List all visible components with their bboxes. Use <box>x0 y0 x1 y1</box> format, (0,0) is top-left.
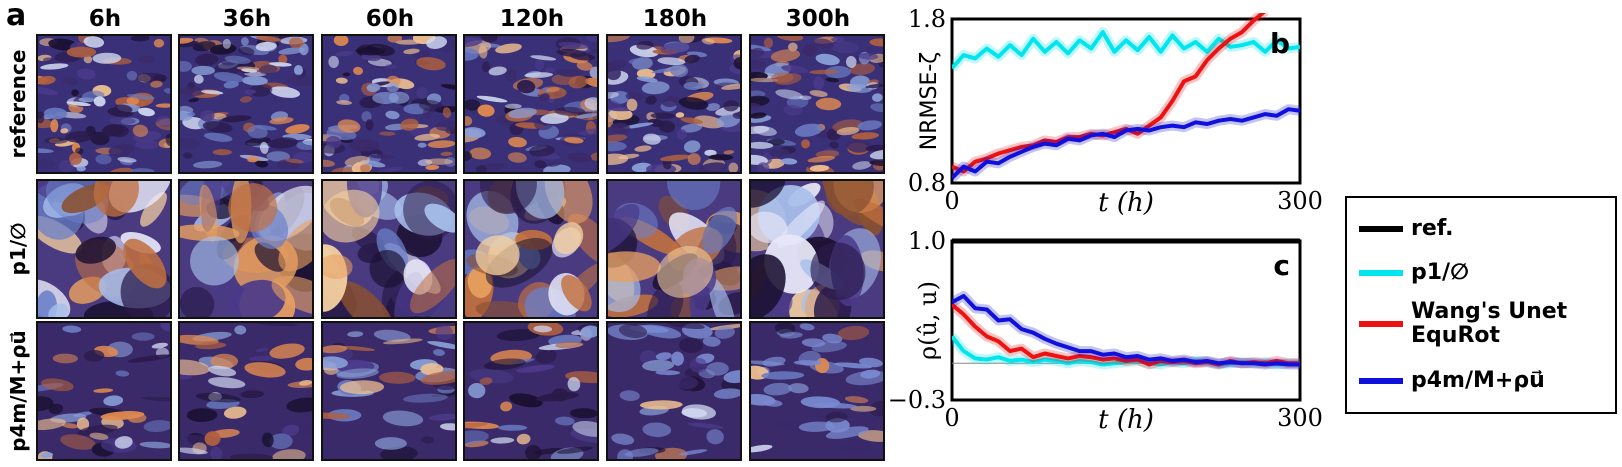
y-tick-label: −0.3 <box>888 386 946 414</box>
y-axis-label: ρ(û, u) <box>914 281 942 360</box>
column-label: 120h <box>499 6 565 32</box>
y-tick-label: 1.8 <box>908 5 946 33</box>
legend-swatch <box>1359 226 1403 232</box>
x-axis-label: t (h) <box>1098 405 1154 435</box>
legend-label: ref. <box>1411 216 1454 241</box>
legend-label: Wang's Unet EquRot <box>1411 299 1568 348</box>
chart-c-correlation: 0 300 −0.3 1.0 t (h) ρ(û, u) c <box>888 228 1323 435</box>
chart-b-nrmse: 0 300 0.8 1.8 t (h) NRMSE-ζ b <box>908 5 1323 218</box>
legend-swatch <box>1359 321 1403 327</box>
snapshot-tile <box>321 321 457 461</box>
snapshot-tile <box>178 179 314 319</box>
x-axis-label: t (h) <box>1098 188 1154 218</box>
column-label: 6h <box>88 6 122 32</box>
y-tick-label: 1.0 <box>908 228 946 255</box>
legend-label: p1/∅ <box>1411 260 1469 285</box>
legend-item-ref: ref. <box>1359 212 1454 246</box>
legend-item-p4m: p4m/M+ρu⃗ <box>1359 364 1545 398</box>
snapshot-tile <box>749 179 885 319</box>
series-line <box>952 294 1300 367</box>
column-label: 36h <box>222 6 272 32</box>
snapshot-tile <box>463 321 599 461</box>
legend-swatch <box>1359 378 1403 384</box>
column-label: 300h <box>785 6 851 32</box>
series-line <box>952 107 1300 180</box>
x-tick-label: 0 <box>944 187 959 215</box>
snapshot-tile <box>36 34 172 174</box>
snapshot-tile <box>36 179 172 319</box>
snapshot-tile <box>178 34 314 174</box>
column-label: 180h <box>642 6 708 32</box>
snapshot-tile <box>606 34 742 174</box>
panel-letter: c <box>1273 249 1290 282</box>
plot-frame <box>950 17 1302 185</box>
x-tick-label: 300 <box>1277 404 1323 432</box>
snapshot-tile <box>36 321 172 461</box>
snapshot-tile <box>463 179 599 319</box>
x-tick-label: 0 <box>944 404 959 432</box>
snapshot-tile <box>463 34 599 174</box>
row-label: reference <box>6 49 30 159</box>
x-tick-label: 300 <box>1277 187 1323 215</box>
row-label: p1/∅ <box>6 222 30 276</box>
snapshot-tile <box>321 179 457 319</box>
y-axis-label: NRMSE-ζ <box>917 52 942 151</box>
snapshot-tile <box>321 34 457 174</box>
legend-item-wang: Wang's Unet EquRot <box>1359 294 1601 354</box>
panel-letter: b <box>1270 27 1290 60</box>
series-line <box>952 30 1300 70</box>
snapshot-tile <box>606 179 742 319</box>
row-label: p4m/M+ρu⃗ <box>6 330 30 452</box>
legend: ref. p1/∅ Wang's Unet EquRot p4m/M+ρu⃗ <box>1345 196 1617 414</box>
legend-label: p4m/M+ρu⃗ <box>1411 368 1545 393</box>
legend-swatch <box>1359 270 1403 276</box>
panel-letter-a: a <box>6 0 27 33</box>
column-label: 60h <box>365 6 415 32</box>
y-tick-label: 0.8 <box>908 169 946 197</box>
snapshot-tile <box>749 34 885 174</box>
snapshot-tile <box>606 321 742 461</box>
snapshot-tile <box>178 321 314 461</box>
legend-item-p1: p1/∅ <box>1359 256 1469 290</box>
snapshot-tile <box>749 321 885 461</box>
